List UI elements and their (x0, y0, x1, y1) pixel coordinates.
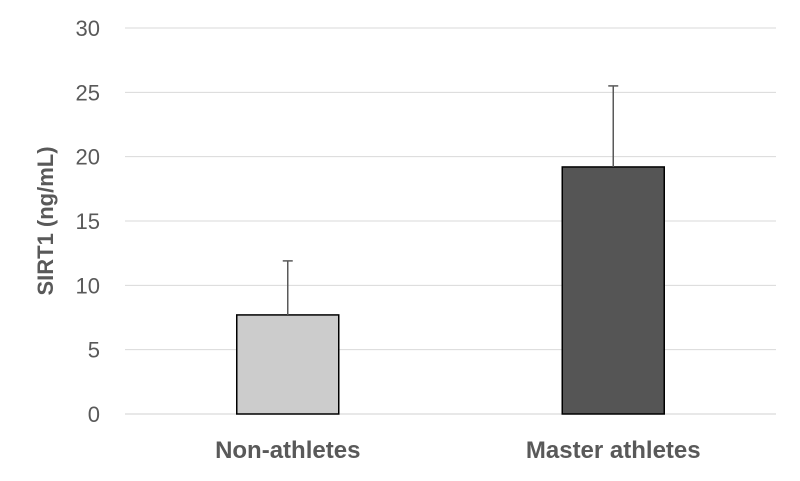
error-bars (282, 85, 619, 315)
y-tick-label-30: 30 (76, 16, 100, 41)
y-tick-label-0: 0 (88, 402, 100, 427)
y-tick-label-10: 10 (76, 273, 100, 298)
y-tick-label-20: 20 (76, 145, 100, 170)
y-axis-ticks: 0 5 10 15 20 25 30 (76, 16, 100, 427)
x-axis-category-labels: Non-athletes Master athletes (215, 437, 701, 464)
y-tick-label-15: 15 (76, 209, 100, 234)
bar-master-athletes (561, 166, 665, 415)
gridlines (125, 27, 776, 415)
y-tick-label-25: 25 (76, 80, 100, 105)
y-axis-title: SIRT1 (ng/mL) (33, 146, 58, 295)
bars (236, 166, 665, 415)
bar-non-athletes (236, 314, 340, 415)
x-category-label-master-athletes: Master athletes (526, 437, 701, 464)
x-category-label-non-athletes: Non-athletes (215, 437, 360, 464)
y-tick-label-5: 5 (88, 338, 100, 363)
